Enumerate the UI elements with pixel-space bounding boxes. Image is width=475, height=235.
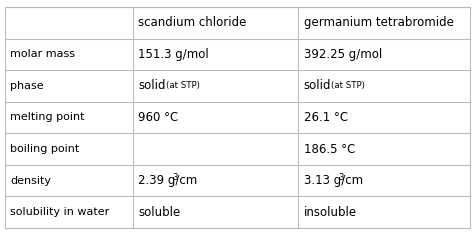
- Text: 960 °C: 960 °C: [139, 111, 179, 124]
- Text: molar mass: molar mass: [10, 49, 76, 59]
- Text: 392.25 g/mol: 392.25 g/mol: [304, 48, 382, 61]
- Text: 26.1 °C: 26.1 °C: [304, 111, 348, 124]
- Text: phase: phase: [10, 81, 44, 91]
- Text: (at STP): (at STP): [166, 82, 200, 90]
- Text: 186.5 °C: 186.5 °C: [304, 143, 355, 156]
- Text: 2.39 g/cm: 2.39 g/cm: [139, 174, 198, 187]
- Text: 151.3 g/mol: 151.3 g/mol: [139, 48, 209, 61]
- Text: solid: solid: [139, 79, 166, 92]
- Text: (at STP): (at STP): [331, 82, 365, 90]
- Text: soluble: soluble: [139, 206, 180, 219]
- Text: 3.13 g/cm: 3.13 g/cm: [304, 174, 363, 187]
- Text: 3: 3: [338, 173, 343, 182]
- Text: solid: solid: [304, 79, 331, 92]
- Text: boiling point: boiling point: [10, 144, 80, 154]
- Text: melting point: melting point: [10, 113, 85, 122]
- Text: insoluble: insoluble: [304, 206, 357, 219]
- Text: scandium chloride: scandium chloride: [139, 16, 247, 29]
- Text: density: density: [10, 176, 51, 186]
- Text: solubility in water: solubility in water: [10, 207, 110, 217]
- Text: germanium tetrabromide: germanium tetrabromide: [304, 16, 454, 29]
- Text: 3: 3: [173, 173, 178, 182]
